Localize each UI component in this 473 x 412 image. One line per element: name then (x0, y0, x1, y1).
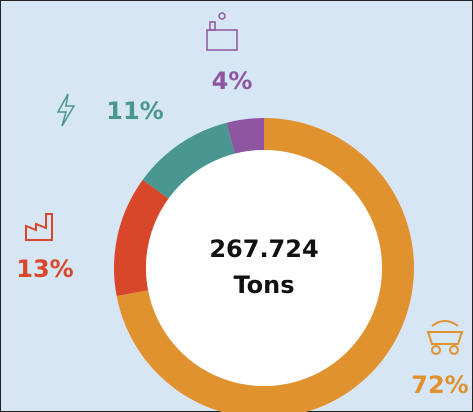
factory-icon (206, 12, 238, 51)
bolt-icon (56, 93, 76, 127)
center-unit: Tons (233, 271, 294, 299)
industry-icon (25, 213, 53, 241)
value-label: 11% (106, 97, 163, 125)
donut-segment (114, 179, 169, 297)
donut-segment (142, 122, 235, 199)
donut-hole (146, 150, 382, 386)
value-label: 4% (212, 67, 253, 95)
center-value: 267.724 (209, 235, 318, 263)
value-label: 72% (411, 371, 468, 399)
value-label: 13% (16, 255, 73, 283)
cart-icon (426, 320, 464, 355)
donut-segment (226, 118, 264, 154)
